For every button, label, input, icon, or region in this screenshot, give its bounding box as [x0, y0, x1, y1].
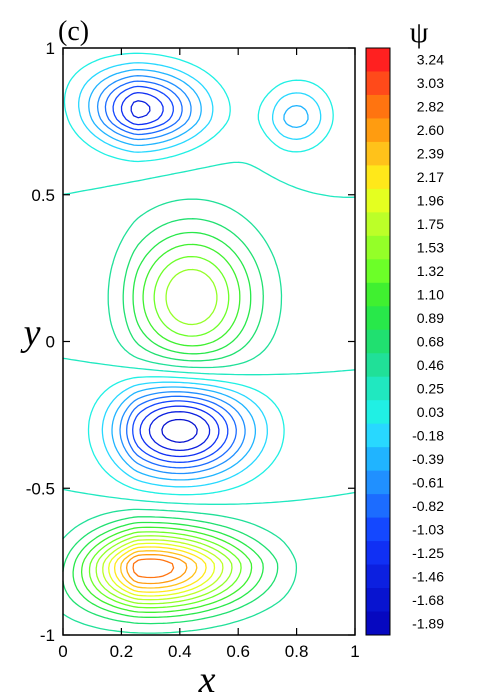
contour-line: [125, 553, 188, 585]
colorbar-swatch: [366, 376, 390, 401]
x-tick-label: 0.6: [226, 642, 250, 661]
colorbar-swatch: [366, 541, 390, 566]
colorbar-swatch: [366, 71, 390, 96]
colorbar-swatch: [366, 494, 390, 519]
colorbar-label: 1.75: [417, 216, 444, 232]
contour-line: [62, 218, 279, 625]
y-tick-label: -1: [40, 626, 55, 645]
colorbar-label: 2.17: [417, 169, 444, 185]
axes: 0 0.2 0.4 0.6 0.8 1 -1 -0.5 0 0.5 1: [26, 39, 360, 661]
colorbar-swatch: [366, 517, 390, 542]
contour-line: [120, 550, 198, 589]
colorbar-label: 0.25: [417, 380, 444, 396]
colorbar-swatch: [366, 212, 390, 237]
x-tick-label: 0.4: [168, 642, 192, 661]
contour-line: [88, 255, 242, 609]
colorbar-label: -1.68: [412, 592, 444, 608]
colorbar-label: -1.89: [412, 615, 444, 631]
contour-line: [161, 418, 198, 443]
colorbar-swatch: [366, 447, 390, 472]
contour-line: [62, 161, 356, 505]
y-tick-label: -0.5: [26, 479, 55, 498]
colorbar: 3.24 3.03 2.82 2.60 2.39 2.17 1.96 1.75 1.53 1.32…: [365, 47, 444, 636]
contour-line: [62, 198, 298, 634]
contour-line: [88, 68, 309, 481]
contour-line: [63, 52, 334, 496]
colorbar-swatch: [366, 235, 390, 260]
contour-line: [120, 91, 220, 458]
contour-line: [78, 62, 322, 488]
colorbar-label: 1.10: [417, 287, 444, 303]
colorbar-label: -0.61: [412, 474, 444, 490]
colorbar-swatch: [366, 118, 390, 143]
colorbar-swatch: [366, 353, 390, 378]
contour-line: [104, 80, 237, 469]
x-tick-label: 1: [350, 642, 359, 661]
y-tick-label: 0.5: [31, 186, 55, 205]
contour-lines: [62, 52, 356, 634]
y-tick-label: 1: [46, 39, 55, 58]
x-axis-title: x: [198, 659, 216, 698]
colorbar-label: 2.39: [417, 146, 444, 162]
colorbar-swatch: [366, 48, 390, 72]
colorbar-label: 0.03: [417, 404, 444, 420]
contour-line: [72, 231, 264, 618]
y-tick-label: 0: [46, 333, 55, 352]
colorbar-swatch: [366, 611, 390, 636]
contour-line: [96, 75, 246, 475]
colorbar-label: -1.25: [412, 545, 444, 561]
x-tick-label: 0.8: [285, 642, 309, 661]
contour-line: [108, 542, 216, 597]
colorbar-label: 2.82: [417, 99, 444, 115]
colorbar-swatch: [366, 588, 390, 613]
colorbar-label: 0.68: [417, 334, 444, 350]
colorbar-swatch: [366, 470, 390, 495]
contour-line: [112, 85, 229, 463]
colorbar-label: -0.18: [412, 427, 444, 443]
contour-line: [132, 558, 175, 579]
contour-line: [130, 100, 211, 452]
x-tick-label: 0: [58, 642, 67, 661]
colorbar-label: 0.89: [417, 310, 444, 326]
panel-label: (c): [58, 16, 89, 47]
colorbar-swatch: [366, 141, 390, 166]
colorbar-swatch: [366, 423, 390, 448]
x-tick-label: 0.2: [110, 642, 134, 661]
colorbar-label: 0.46: [417, 357, 444, 373]
colorbar-swatch: [366, 188, 390, 213]
colorbar-label: -0.39: [412, 451, 444, 467]
colorbar-swatch: [366, 306, 390, 331]
colorbar-label: -1.03: [412, 521, 444, 537]
colorbar-swatch: [366, 400, 390, 425]
colorbar-label: 2.60: [417, 122, 444, 138]
colorbar-swatch: [366, 259, 390, 284]
colorbar-label: 1.53: [417, 240, 444, 256]
y-axis-title: y: [20, 312, 41, 354]
colorbar-title: ψ: [410, 16, 429, 49]
colorbar-label: 3.03: [417, 75, 444, 91]
colorbar-swatch: [366, 165, 390, 190]
colorbar-swatch: [366, 94, 390, 119]
colorbar-frame: [365, 47, 391, 636]
colorbar-label: 3.24: [417, 52, 444, 68]
colorbar-label: 1.96: [417, 193, 444, 209]
colorbar-swatch: [366, 329, 390, 354]
colorbar-swatch: [366, 282, 390, 307]
contour-line: [102, 539, 224, 601]
colorbar-label: 1.32: [417, 263, 444, 279]
contour-line: [80, 243, 253, 613]
colorbar-label: -1.46: [412, 568, 444, 584]
contour-line: [95, 268, 233, 605]
colorbar-label: -0.82: [412, 498, 444, 514]
contour-line: [113, 546, 207, 593]
colorbar-swatch: [366, 564, 390, 589]
